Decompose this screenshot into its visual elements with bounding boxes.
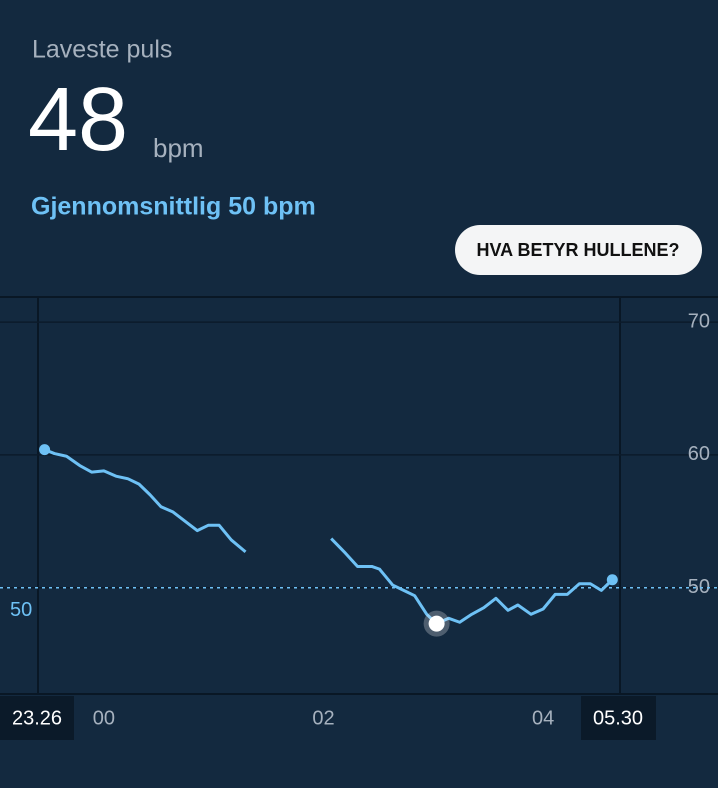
metric-unit: bpm: [153, 133, 204, 163]
button-label[interactable]: HVA BETYR HULLENE?: [476, 240, 679, 260]
help-button[interactable]: HVA BETYR HULLENE?: [455, 225, 702, 275]
start-box: [0, 696, 74, 740]
x-tick-label: 04: [532, 707, 554, 729]
start-label: 23.26: [12, 707, 62, 729]
endpoint-dot: [606, 574, 618, 586]
x-tick-label: 02: [312, 707, 334, 729]
y-tick-label: 70: [688, 310, 710, 332]
y-tick-label: 60: [688, 443, 710, 465]
average-label: 50: [10, 599, 32, 621]
button-bg[interactable]: [455, 225, 702, 275]
metric-title: Laveste puls: [32, 36, 172, 64]
average-text: Gjennomsnittlig 50 bpm: [31, 193, 316, 221]
heart-rate-line: [44, 448, 614, 626]
min-dot: [428, 615, 445, 632]
metric-value: 48: [28, 70, 128, 170]
end-box: [581, 696, 656, 740]
x-tick-label: 00: [93, 707, 115, 729]
y-tick-label: 50: [688, 576, 710, 598]
endpoint-dot: [39, 444, 51, 456]
end-label: 05.30: [593, 707, 643, 729]
